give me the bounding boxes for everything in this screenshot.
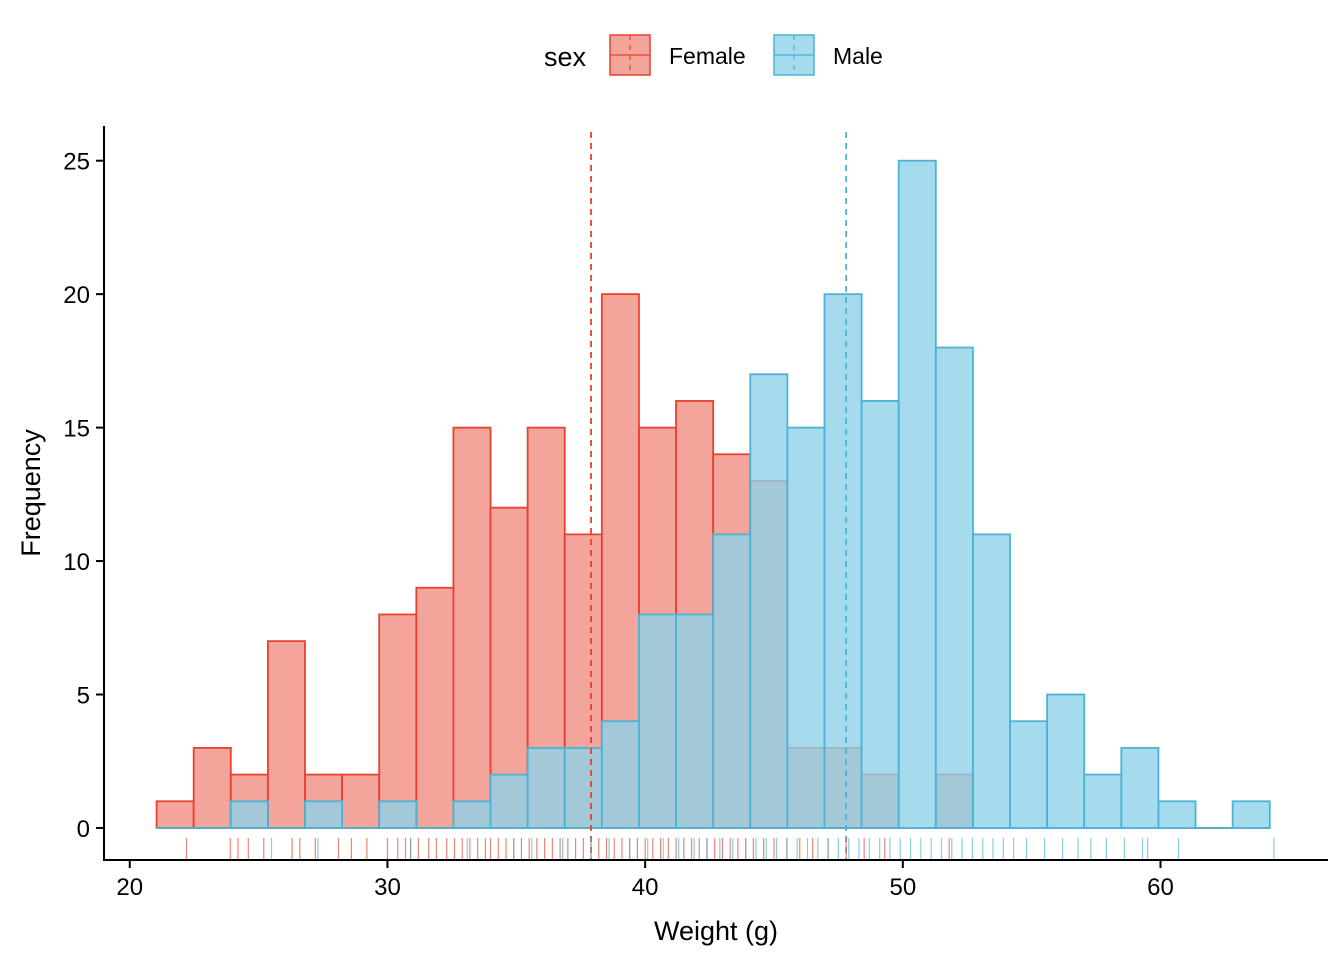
legend-label-female: Female <box>669 43 746 69</box>
legend-key-male <box>773 34 815 76</box>
x-tick-label-40: 40 <box>632 874 659 901</box>
male-bar-19 <box>860 400 900 829</box>
y-tick-label-0: 0 <box>77 816 90 843</box>
male-bar-8 <box>452 800 492 829</box>
male-bar-11 <box>563 746 603 829</box>
male-bar-23 <box>1009 720 1049 829</box>
x-ticks: 20 30 40 50 60 <box>116 860 1174 901</box>
male-bar-4 <box>304 800 344 829</box>
mean-lines <box>590 132 848 860</box>
male-bar-25 <box>1083 773 1123 829</box>
x-tick-label-20: 20 <box>116 874 143 901</box>
male-bar-2 <box>229 800 269 829</box>
male-bar-15 <box>712 533 752 829</box>
axes <box>103 126 1328 861</box>
female-bar-0 <box>155 800 195 829</box>
legend-key-female <box>609 34 651 76</box>
female-bar-7 <box>415 586 455 829</box>
legend-title: sex <box>544 42 587 72</box>
male-bar-6 <box>378 800 418 829</box>
y-tick-label-10: 10 <box>63 549 90 576</box>
legend-label-male: Male <box>833 43 883 69</box>
female-bar-1 <box>192 746 232 829</box>
x-tick-label-50: 50 <box>889 874 916 901</box>
male-bar-26 <box>1120 746 1160 829</box>
male-bar-10 <box>526 746 566 829</box>
male-bars <box>155 159 1271 829</box>
x-tick-label-30: 30 <box>374 874 401 901</box>
male-bar-29 <box>1231 800 1271 829</box>
y-tick-label-25: 25 <box>63 149 90 176</box>
male-bar-21 <box>934 346 974 829</box>
male-bar-20 <box>897 159 937 829</box>
male-bar-27 <box>1157 800 1197 829</box>
male-bar-12 <box>600 720 640 829</box>
y-tick-label-5: 5 <box>77 683 90 710</box>
male-bar-13 <box>638 613 677 829</box>
y-tick-label-20: 20 <box>63 282 90 309</box>
legend: sex Female Male <box>544 34 883 76</box>
x-tick-label-60: 60 <box>1147 874 1174 901</box>
male-bar-24 <box>1046 693 1086 829</box>
y-tick-label-15: 15 <box>63 416 90 443</box>
male-bar-22 <box>972 533 1011 829</box>
x-axis-title: Weight (g) <box>654 916 778 946</box>
female-bar-8 <box>452 426 492 829</box>
female-bar-3 <box>266 640 306 829</box>
male-bar-17 <box>786 426 826 829</box>
rug-marks <box>185 838 1275 859</box>
male-bar-18 <box>823 293 863 829</box>
y-axis-title: Frequency <box>16 429 46 557</box>
male-bar-16 <box>749 373 789 829</box>
female-bar-6 <box>378 613 418 829</box>
y-ticks: 0 5 10 15 20 25 <box>63 149 104 843</box>
male-bar-14 <box>675 613 715 829</box>
male-bar-9 <box>489 773 529 829</box>
female-bar-5 <box>341 773 381 829</box>
